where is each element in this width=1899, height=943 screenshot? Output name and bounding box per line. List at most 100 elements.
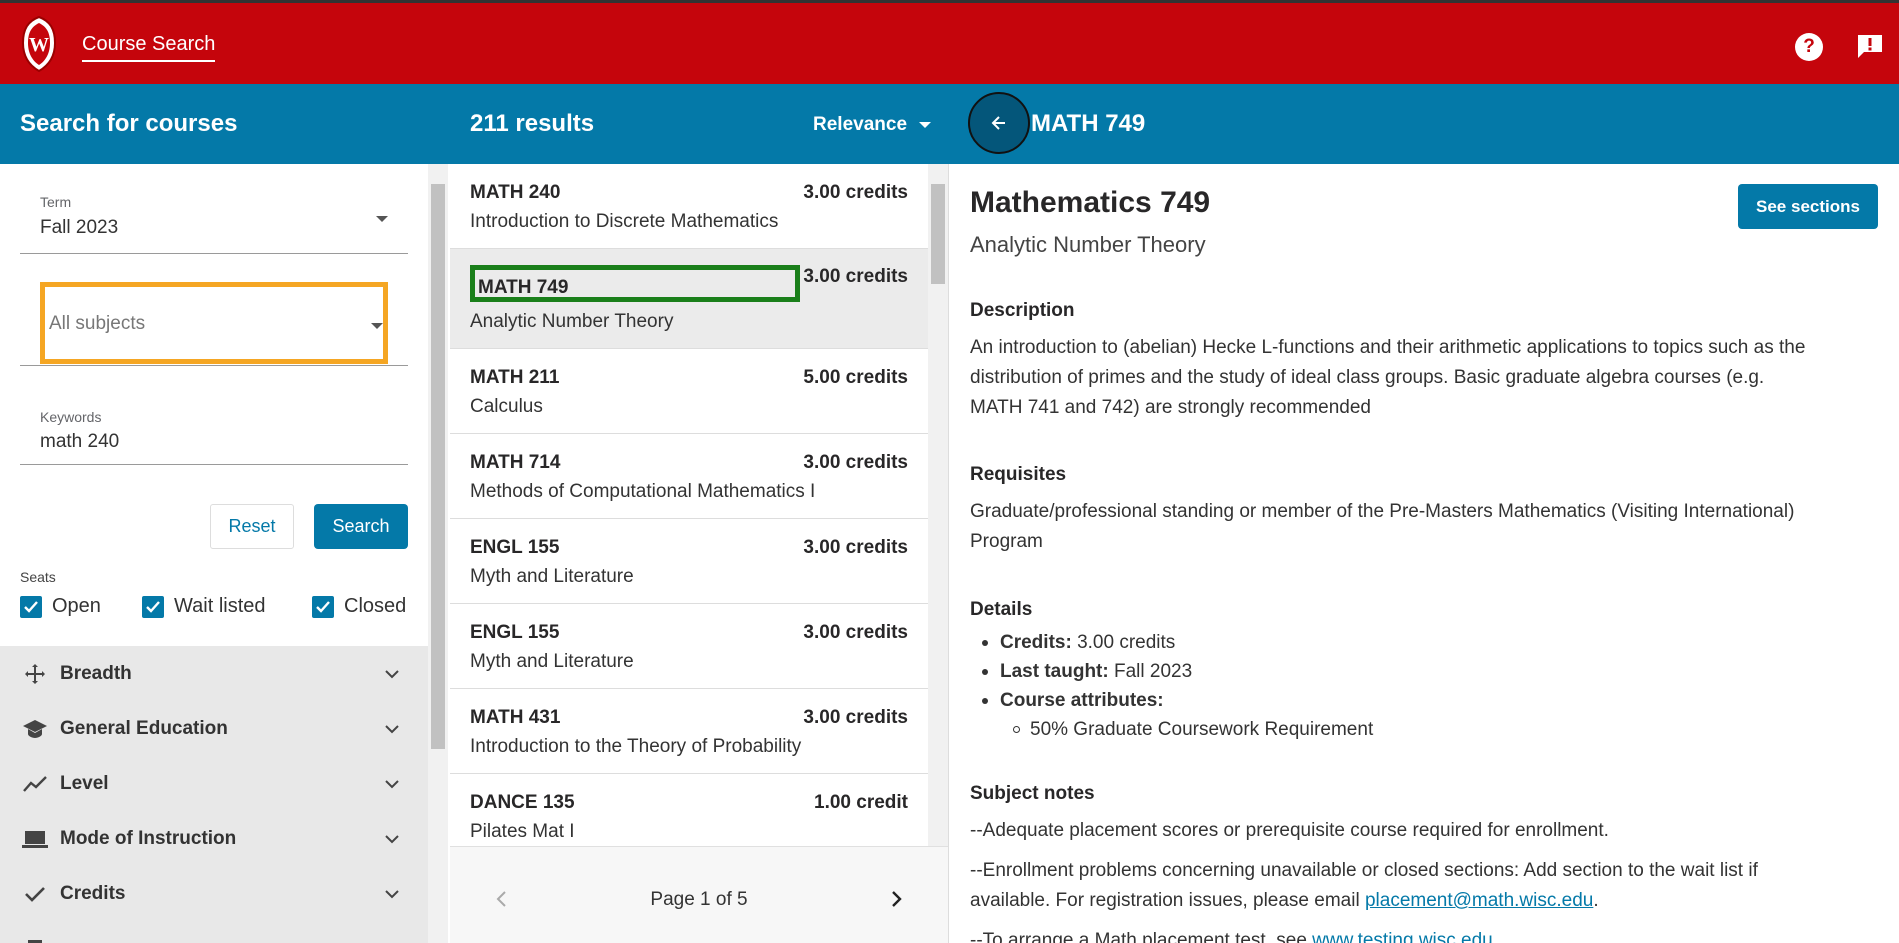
- trending-line-icon: [22, 771, 48, 797]
- note-2-text: --Enrollment problems concerning unavail…: [970, 860, 1758, 911]
- see-sections-button[interactable]: See sections: [1738, 184, 1878, 229]
- caret-down-icon: [919, 122, 932, 128]
- course-code-title: MATH 749: [1031, 110, 1146, 137]
- chevron-down-icon: [385, 834, 399, 843]
- subject-note-2: --Enrollment problems concerning unavail…: [970, 856, 1840, 916]
- attributes-label: Course attributes:: [1000, 690, 1164, 711]
- checkbox-checked-icon: [142, 595, 164, 618]
- pagination: Page 1 of 5: [450, 846, 948, 943]
- description-heading: Description: [970, 300, 1075, 321]
- accordion-mode-label: Mode of Instruction: [60, 827, 237, 849]
- search-panel-title: Search for courses: [20, 110, 238, 137]
- search-button[interactable]: Search: [314, 504, 408, 549]
- accordion-partial[interactable]: [0, 921, 428, 943]
- seats-open-label: Open: [52, 595, 101, 617]
- course-code: DANCE 135: [470, 792, 575, 813]
- graduation-cap-icon: [22, 716, 48, 742]
- app-title-link[interactable]: Course Search: [82, 33, 216, 62]
- note-2-end: .: [1593, 890, 1599, 911]
- term-value: Fall 2023: [40, 217, 119, 238]
- caret-down-icon: [371, 323, 383, 329]
- accordion-breadth-label: Breadth: [60, 662, 132, 684]
- seats-open-checkbox[interactable]: Open: [20, 595, 101, 618]
- accordion-credits[interactable]: Credits: [0, 866, 428, 921]
- move-arrows-icon: [22, 661, 48, 687]
- keywords-input[interactable]: Keywords math 240: [20, 389, 408, 465]
- filter-panel: Term Fall 2023 All subjects Keywords mat…: [0, 164, 428, 943]
- note-3-text: --To arrange a Math placement test, see: [970, 930, 1313, 943]
- term-select[interactable]: Term Fall 2023: [20, 164, 408, 254]
- course-credits: 3.00 credits: [803, 707, 908, 728]
- course-credits: 5.00 credits: [803, 367, 908, 388]
- caret-down-icon: [376, 216, 388, 222]
- accordion-mode-of-instruction[interactable]: Mode of Instruction: [0, 811, 428, 866]
- accordion-level[interactable]: Level: [0, 756, 428, 811]
- subject-select[interactable]: All subjects: [40, 282, 388, 364]
- uw-crest-logo[interactable]: W: [20, 15, 58, 73]
- checkbox-checked-icon: [20, 595, 42, 618]
- laptop-icon: [22, 826, 48, 852]
- keywords-value: math 240: [40, 431, 120, 452]
- details-attributes-item: Course attributes:: [981, 686, 1373, 715]
- scrollbar-thumb[interactable]: [931, 184, 945, 284]
- attribute-sub-item: 50% Graduate Coursework Requirement: [1012, 715, 1373, 744]
- section-header-bar: Search for courses 211 results Relevance…: [0, 84, 1899, 164]
- seats-waitlisted-label: Wait listed: [174, 595, 266, 617]
- results-scrollbar[interactable]: [928, 164, 948, 846]
- checkbox-checked-icon: [312, 595, 334, 618]
- details-last-taught-item: Last taught: Fall 2023: [981, 657, 1373, 686]
- selected-highlight-box: [470, 265, 800, 302]
- placement-email-link[interactable]: placement@math.wisc.edu: [1364, 890, 1594, 911]
- seats-closed-checkbox[interactable]: Closed: [312, 595, 406, 618]
- accordion-general-education[interactable]: General Education: [0, 701, 428, 756]
- seats-label: Seats: [20, 569, 56, 585]
- course-name: Myth and Literature: [470, 566, 634, 587]
- reset-button[interactable]: Reset: [210, 504, 294, 549]
- last-taught-label: Last taught:: [1000, 661, 1109, 682]
- subject-field-underline: [20, 274, 408, 366]
- arrow-left-icon: [991, 116, 1005, 130]
- chevron-down-icon: [385, 779, 399, 788]
- course-credits: 1.00 credit: [814, 792, 908, 813]
- back-button[interactable]: [968, 92, 1030, 154]
- result-row[interactable]: MATH 240 3.00 credits Introduction to Di…: [450, 164, 928, 249]
- course-code: MATH 431: [470, 707, 561, 728]
- result-row[interactable]: MATH 714 3.00 credits Methods of Computa…: [450, 434, 928, 519]
- result-row[interactable]: MATH 431 3.00 credits Introduction to th…: [450, 689, 928, 774]
- course-code: MATH 714: [470, 452, 561, 473]
- result-row[interactable]: ENGL 155 3.00 credits Myth and Literatur…: [450, 519, 928, 604]
- term-label: Term: [40, 194, 72, 210]
- details-list: Credits: 3.00 credits Last taught: Fall …: [981, 628, 1373, 744]
- document-icon: [22, 936, 48, 943]
- accordion-level-label: Level: [60, 772, 109, 794]
- filter-scrollbar[interactable]: [428, 164, 448, 943]
- requisites-text: Graduate/professional standing or member…: [970, 501, 1795, 552]
- result-row[interactable]: DANCE 135 1.00 credit Pilates Mat I: [450, 774, 928, 846]
- page-indicator: Page 1 of 5: [650, 889, 748, 910]
- result-row[interactable]: ENGL 155 3.00 credits Myth and Literatur…: [450, 604, 928, 689]
- top-bar: W Course Search ?: [0, 0, 1899, 84]
- accordion-breadth[interactable]: Breadth: [0, 646, 428, 701]
- description-text: An introduction to (abelian) Hecke L-fun…: [970, 337, 1806, 418]
- chevron-left-icon[interactable]: [494, 889, 510, 909]
- last-taught-value: Fall 2023: [1108, 661, 1193, 682]
- course-name: Pilates Mat I: [470, 821, 575, 842]
- results-count: 211 results: [470, 110, 595, 137]
- details-heading: Details: [970, 599, 1033, 620]
- chevron-down-icon: [385, 889, 399, 898]
- result-row[interactable]: MATH 211 5.00 credits Calculus: [450, 349, 928, 434]
- scrollbar-thumb[interactable]: [431, 184, 445, 749]
- help-icon[interactable]: ?: [1795, 33, 1823, 61]
- seats-waitlisted-checkbox[interactable]: Wait listed: [142, 595, 266, 618]
- testing-link[interactable]: www.testing.wisc.edu: [1312, 930, 1493, 943]
- sort-dropdown[interactable]: Relevance: [813, 114, 932, 136]
- panel-divider: [948, 164, 949, 943]
- subject-placeholder: All subjects: [49, 313, 146, 334]
- course-name: Myth and Literature: [470, 651, 634, 672]
- results-list: MATH 240 3.00 credits Introduction to Di…: [450, 164, 928, 846]
- chevron-right-icon[interactable]: [888, 889, 904, 909]
- feedback-icon[interactable]: [1856, 33, 1884, 59]
- subject-note-1: --Adequate placement scores or prerequis…: [970, 820, 1609, 841]
- seats-closed-label: Closed: [344, 595, 407, 617]
- course-code: MATH 240: [470, 182, 561, 203]
